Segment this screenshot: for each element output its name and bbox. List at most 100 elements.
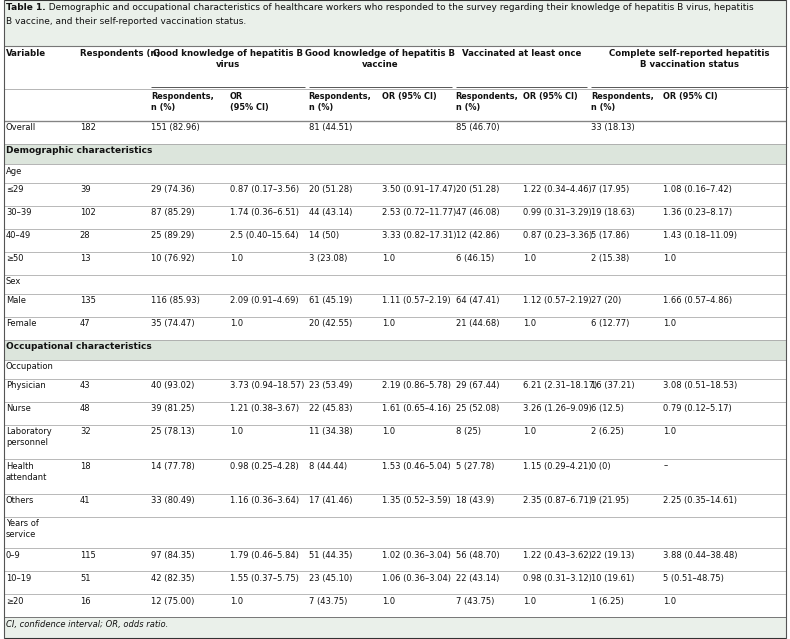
Text: Table 1.: Table 1. [6, 3, 46, 12]
Text: Female: Female [6, 319, 36, 328]
Text: 1.36 (0.23–8.17): 1.36 (0.23–8.17) [663, 208, 732, 217]
Text: 3 (23.08): 3 (23.08) [309, 254, 347, 263]
Text: 32: 32 [80, 427, 91, 436]
Text: Physician: Physician [6, 381, 46, 390]
Text: 1.55 (0.37–5.75): 1.55 (0.37–5.75) [230, 574, 299, 583]
Text: 16: 16 [80, 597, 91, 606]
Text: Variable: Variable [6, 49, 46, 58]
Text: Age: Age [6, 167, 22, 176]
Text: 6 (12.77): 6 (12.77) [591, 319, 629, 328]
Text: 1.61 (0.65–4.16): 1.61 (0.65–4.16) [382, 404, 450, 413]
Text: Overall: Overall [6, 123, 36, 132]
Text: 1.22 (0.43–3.62): 1.22 (0.43–3.62) [523, 551, 592, 560]
Text: ≥20: ≥20 [6, 597, 24, 606]
Text: 23 (53.49): 23 (53.49) [309, 381, 352, 390]
Text: 5 (17.86): 5 (17.86) [591, 231, 629, 240]
Text: 0.99 (0.31–3.29): 0.99 (0.31–3.29) [523, 208, 592, 217]
Text: 1.06 (0.36–3.04): 1.06 (0.36–3.04) [382, 574, 451, 583]
Text: 30–39: 30–39 [6, 208, 32, 217]
Text: Occupation: Occupation [6, 362, 54, 371]
Text: 21 (44.68): 21 (44.68) [456, 319, 499, 328]
Text: Male: Male [6, 296, 26, 305]
Text: 0.98 (0.31–3.12): 0.98 (0.31–3.12) [523, 574, 592, 583]
Text: –: – [663, 461, 668, 470]
Text: Laboratory
personnel: Laboratory personnel [6, 427, 52, 447]
Text: 51 (44.35): 51 (44.35) [309, 551, 352, 560]
Bar [4, 293, 786, 316]
Text: 27 (20): 27 (20) [591, 296, 621, 305]
Text: 48: 48 [80, 404, 91, 413]
Text: 61 (45.19): 61 (45.19) [309, 296, 352, 305]
Text: 1.0: 1.0 [663, 254, 676, 263]
Bar [4, 0, 786, 46]
Text: Health
attendant: Health attendant [6, 461, 47, 482]
Text: 1.15 (0.29–4.21): 1.15 (0.29–4.21) [523, 461, 592, 470]
Text: 2.09 (0.91–4.69): 2.09 (0.91–4.69) [230, 296, 299, 305]
Text: 2.5 (0.40–15.64): 2.5 (0.40–15.64) [230, 231, 299, 240]
Text: 28: 28 [80, 231, 91, 240]
Text: 5 (27.78): 5 (27.78) [456, 461, 494, 470]
Text: 1.22 (0.34–4.46): 1.22 (0.34–4.46) [523, 185, 592, 194]
Text: Demographic and occupational characteristics of healthcare workers who responded: Demographic and occupational characteris… [43, 3, 754, 12]
Text: 33 (80.49): 33 (80.49) [152, 496, 195, 505]
Text: 1.11 (0.57–2.19): 1.11 (0.57–2.19) [382, 296, 450, 305]
Text: CI, confidence interval; OR, odds ratio.: CI, confidence interval; OR, odds ratio. [6, 620, 168, 629]
Text: 3.08 (0.51–18.53): 3.08 (0.51–18.53) [663, 381, 737, 390]
Text: Respondents,
n (%): Respondents, n (%) [456, 92, 518, 112]
Text: Respondents,
n (%): Respondents, n (%) [309, 92, 371, 112]
Text: 7 (43.75): 7 (43.75) [456, 597, 494, 606]
Text: Occupational characteristics: Occupational characteristics [6, 342, 152, 351]
Text: Respondents,
n (%): Respondents, n (%) [591, 92, 653, 112]
Bar [4, 252, 786, 275]
Text: 11 (34.38): 11 (34.38) [309, 427, 352, 436]
Text: Others: Others [6, 496, 35, 505]
Text: 13: 13 [80, 254, 91, 263]
Text: 3.88 (0.44–38.48): 3.88 (0.44–38.48) [663, 551, 738, 560]
Text: 1.0: 1.0 [663, 597, 676, 606]
Text: 18: 18 [80, 461, 91, 470]
Text: 1.0: 1.0 [382, 427, 395, 436]
Text: 1.66 (0.57–4.86): 1.66 (0.57–4.86) [663, 296, 732, 305]
Text: 97 (84.35): 97 (84.35) [152, 551, 195, 560]
Text: 0.87 (0.17–3.56): 0.87 (0.17–3.56) [230, 185, 299, 194]
Text: Years of
service: Years of service [6, 519, 39, 539]
Text: 51: 51 [80, 574, 90, 583]
Text: 151 (82.96): 151 (82.96) [152, 123, 200, 132]
Bar [4, 401, 786, 424]
Bar [4, 229, 786, 252]
Text: ≤29: ≤29 [6, 185, 24, 194]
Text: 12 (75.00): 12 (75.00) [152, 597, 195, 606]
Text: 1.43 (0.18–11.09): 1.43 (0.18–11.09) [663, 231, 737, 240]
Bar [4, 548, 786, 571]
Text: 8 (44.44): 8 (44.44) [309, 461, 347, 470]
Text: 47: 47 [80, 319, 91, 328]
Bar [4, 46, 786, 89]
Text: ≥50: ≥50 [6, 254, 24, 263]
Text: 19 (18.63): 19 (18.63) [591, 208, 634, 217]
Text: 56 (48.70): 56 (48.70) [456, 551, 499, 560]
Text: 20 (51.28): 20 (51.28) [309, 185, 352, 194]
Text: 0.79 (0.12–5.17): 0.79 (0.12–5.17) [663, 404, 732, 413]
Text: 8 (25): 8 (25) [456, 427, 480, 436]
Text: Respondents (n): Respondents (n) [80, 49, 160, 58]
Text: 64 (47.41): 64 (47.41) [456, 296, 499, 305]
Text: OR (95% CI): OR (95% CI) [663, 92, 718, 101]
Text: 1.53 (0.46–5.04): 1.53 (0.46–5.04) [382, 461, 450, 470]
Text: 3.50 (0.91–17.47): 3.50 (0.91–17.47) [382, 185, 456, 194]
Text: 0–9: 0–9 [6, 551, 21, 560]
Text: 1.0: 1.0 [230, 597, 243, 606]
Text: 35 (74.47): 35 (74.47) [152, 319, 195, 328]
Text: Vaccinated at least once: Vaccinated at least once [461, 49, 581, 58]
Text: 42 (82.35): 42 (82.35) [152, 574, 195, 583]
Text: 116 (85.93): 116 (85.93) [152, 296, 201, 305]
Text: Respondents,
n (%): Respondents, n (%) [152, 92, 214, 112]
Text: 2.19 (0.86–5.78): 2.19 (0.86–5.78) [382, 381, 451, 390]
Text: 0.98 (0.25–4.28): 0.98 (0.25–4.28) [230, 461, 299, 470]
Text: 14 (50): 14 (50) [309, 231, 339, 240]
Bar [4, 617, 786, 639]
Text: OR (95% CI): OR (95% CI) [382, 92, 436, 101]
Text: Nurse: Nurse [6, 404, 31, 413]
Text: 1.0: 1.0 [663, 427, 676, 436]
Text: 1.0: 1.0 [382, 254, 395, 263]
Text: 22 (45.83): 22 (45.83) [309, 404, 352, 413]
